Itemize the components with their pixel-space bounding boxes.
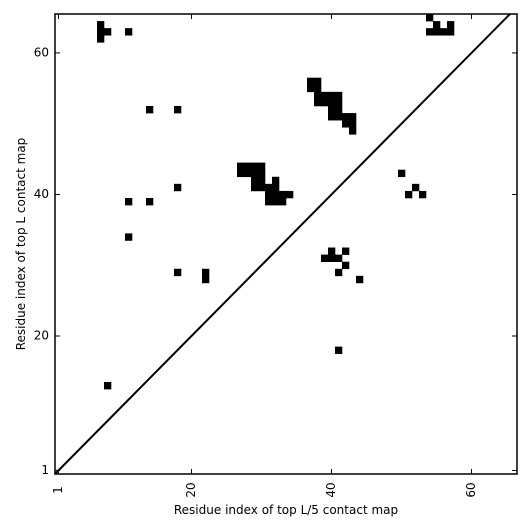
- contact-cell-lower: [398, 169, 406, 178]
- contact-cell-lower: [321, 91, 329, 100]
- contact-cell-lower: [251, 169, 259, 178]
- contact-cell-lower: [244, 169, 252, 178]
- contact-cell-lower: [244, 162, 252, 170]
- contact-cell-lower: [174, 268, 182, 277]
- contact-cell-lower: [342, 113, 350, 121]
- contact-cell-lower: [314, 98, 322, 107]
- contact-cell-lower: [314, 77, 322, 86]
- contact-cell-lower: [307, 77, 315, 86]
- contact-cell-lower: [328, 98, 336, 107]
- contact-cell-lower: [335, 254, 343, 262]
- contact-cell-lower: [328, 113, 336, 121]
- contact-cell-lower: [202, 275, 210, 284]
- contact-cell-lower: [342, 261, 350, 270]
- contact-cell-lower: [125, 28, 133, 36]
- contact-cell-lower: [328, 106, 336, 114]
- contact-cell-upper: [426, 28, 434, 36]
- contact-cell-lower: [419, 190, 427, 199]
- contact-cell-lower: [335, 98, 343, 107]
- contact-cell-lower: [258, 176, 266, 185]
- contact-cell-lower: [272, 198, 280, 206]
- contact-cell-lower: [125, 198, 133, 206]
- diagonal-line: [54, 13, 511, 475]
- contact-cell-lower: [146, 198, 154, 206]
- y-tick-label: 60: [34, 45, 49, 59]
- contact-cell-lower: [349, 113, 357, 121]
- contact-cell-lower: [174, 183, 182, 192]
- contact-cell-lower: [286, 190, 294, 199]
- contact-cell-lower: [265, 183, 273, 192]
- contact-cell-lower: [349, 127, 357, 135]
- contact-cell-lower: [265, 198, 273, 206]
- contact-cell-lower: [405, 190, 413, 199]
- contact-cell-upper: [440, 28, 448, 36]
- contact-cell-lower: [97, 28, 105, 36]
- y-tick-label: 40: [34, 187, 49, 201]
- contact-cell-lower: [146, 106, 154, 114]
- contact-cell-lower: [104, 28, 112, 36]
- contact-cell-lower: [342, 120, 350, 128]
- x-tick-label: 1: [51, 486, 65, 494]
- contact-cell-lower: [335, 106, 343, 114]
- contact-cell-lower: [279, 198, 287, 206]
- y-tick-label: 1: [41, 463, 49, 477]
- contact-cell-lower: [272, 190, 280, 199]
- contact-cell-lower: [314, 84, 322, 93]
- contact-cell-lower: [335, 346, 343, 354]
- contact-cell-lower: [237, 162, 245, 170]
- contact-cell-lower: [356, 275, 364, 284]
- x-axis: 1 20 40 60: [51, 14, 478, 498]
- contact-cell-lower: [321, 98, 329, 107]
- contact-cell-lower: [125, 233, 133, 241]
- contact-cell-lower: [321, 254, 329, 262]
- contact-cell-lower: [335, 113, 343, 121]
- contact-cell-lower: [349, 120, 357, 128]
- contact-cell-lower: [104, 382, 112, 390]
- contact-cell-lower: [328, 91, 336, 100]
- x-axis-label: Residue index of top L/5 contact map: [174, 503, 398, 517]
- contact-cell-upper: [426, 14, 434, 22]
- contact-cell-lower: [335, 268, 343, 277]
- contact-cell-lower: [328, 254, 336, 262]
- contact-cell-lower: [258, 183, 266, 192]
- y-axis-label: Residue index of top L contact map: [14, 138, 28, 351]
- contact-cell-lower: [328, 247, 336, 255]
- contact-cell-lower: [279, 190, 287, 199]
- contact-cell-lower: [258, 162, 266, 170]
- contact-cell-lower: [335, 91, 343, 100]
- contact-cell-lower: [251, 162, 259, 170]
- contact-cell-lower: [251, 183, 259, 192]
- plot-frame: [54, 13, 518, 475]
- contact-cell-upper: [433, 21, 441, 29]
- contact-cell-upper: [447, 21, 455, 29]
- contact-cell-upper: [433, 28, 441, 36]
- contact-cell-upper: [447, 28, 455, 36]
- contact-cell-lower: [412, 183, 420, 192]
- contact-cell-lower: [272, 183, 280, 192]
- contact-cell-lower: [237, 169, 245, 178]
- x-tick-label: 20: [184, 482, 198, 497]
- x-tick-label: 40: [324, 482, 338, 497]
- y-axis: 1 20 40 60: [34, 45, 517, 477]
- x-tick-label: 60: [464, 482, 478, 497]
- contact-cell-lower: [314, 91, 322, 100]
- plot-area: [54, 13, 518, 475]
- contact-cell-lower: [307, 84, 315, 93]
- contact-cell-lower: [97, 21, 105, 29]
- contact-cell-lower: [202, 268, 210, 277]
- contact-cell-lower: [272, 176, 280, 185]
- contact-cell-lower: [342, 247, 350, 255]
- contact-cell-lower: [258, 169, 266, 178]
- contact-cell-lower: [251, 176, 259, 185]
- contact-cells: [97, 14, 455, 390]
- contact-cell-lower: [265, 190, 273, 199]
- y-tick-label: 20: [34, 329, 49, 343]
- contact-cell-lower: [97, 35, 105, 43]
- contact-cell-lower: [174, 106, 182, 114]
